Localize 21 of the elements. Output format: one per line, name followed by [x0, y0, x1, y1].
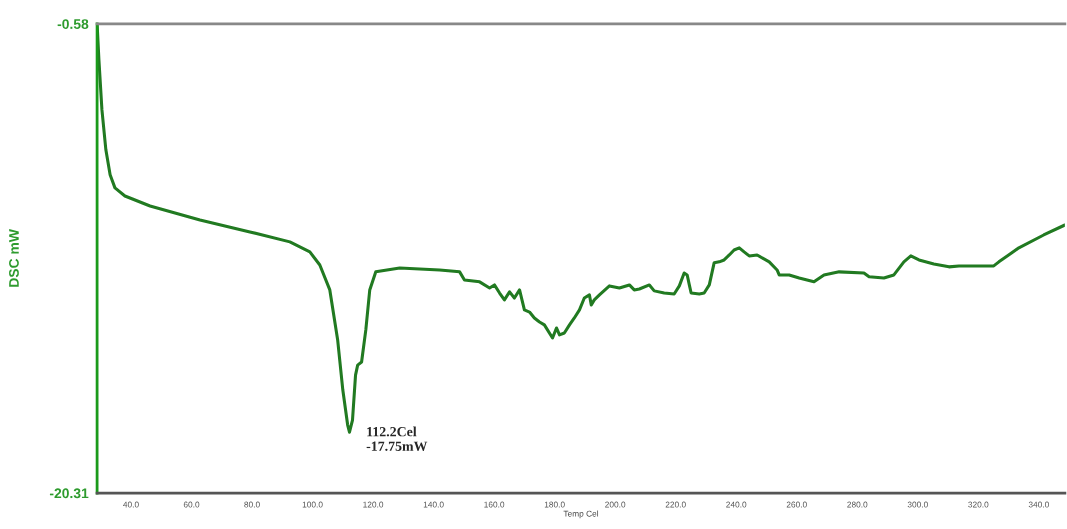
x-tick-label: 320.0 — [968, 501, 989, 508]
x-tick-label: 300.0 — [907, 501, 928, 508]
y-axis-title: DSC mW — [9, 229, 19, 287]
x-tick-label: 340.0 — [1028, 501, 1049, 508]
x-tick-label: 60.0 — [183, 501, 200, 508]
y-tick-label: -20.31 — [49, 488, 89, 499]
y-tick-label: -0.58 — [57, 19, 89, 29]
x-tick-label: 140.0 — [423, 501, 444, 508]
x-tick-label: 100.0 — [302, 501, 323, 508]
x-tick-label: 80.0 — [244, 501, 260, 508]
x-tick-label: 220.0 — [665, 501, 686, 508]
x-tick-label: 240.0 — [726, 501, 747, 508]
x-tick-label: 200.0 — [605, 501, 626, 508]
annotation: 112.2Cel -17.75mW — [366, 426, 428, 451]
x-tick-label: 40.0 — [123, 501, 139, 508]
x-tick-label: 280.0 — [847, 501, 868, 508]
x-tick-label: 180.0 — [544, 501, 565, 508]
x-tick-label: 160.0 — [484, 501, 505, 508]
x-axis-title: Temp Cel — [563, 510, 599, 519]
x-tick-label: 260.0 — [786, 501, 807, 508]
x-tick-label: 120.0 — [363, 501, 384, 508]
